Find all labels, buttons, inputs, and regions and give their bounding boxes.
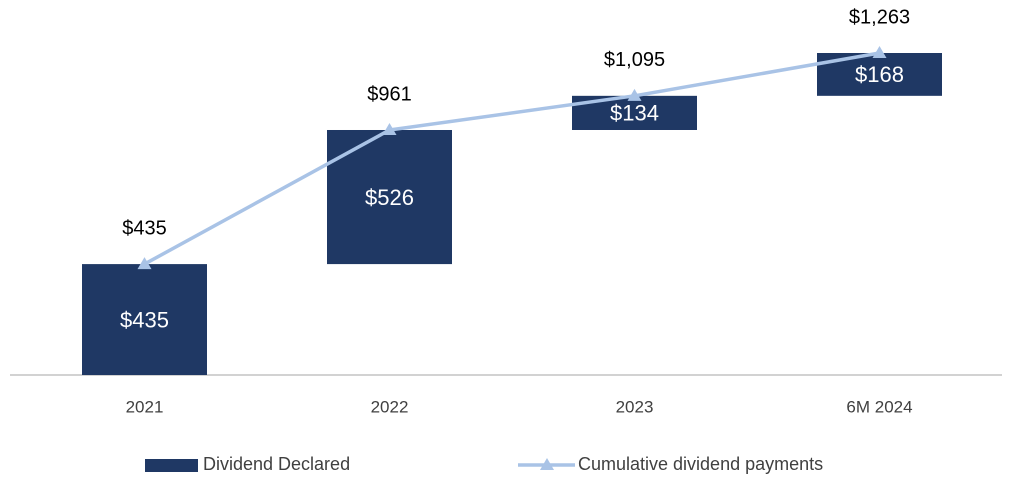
legend-swatch [145, 459, 198, 472]
bar-value-label: $435 [120, 307, 169, 332]
bar-value-label: $526 [365, 185, 414, 210]
bar [82, 264, 207, 375]
line-marker [872, 46, 887, 58]
line-marker [382, 122, 397, 135]
line-value-label: $961 [367, 83, 412, 105]
legend-label: Cumulative dividend payments [578, 454, 823, 474]
x-tick-label: 2021 [126, 397, 164, 416]
x-tick-label: 6M 2024 [846, 397, 912, 416]
line-marker [137, 257, 152, 270]
legend-label: Dividend Declared [203, 454, 350, 474]
line-value-label: $1,095 [604, 49, 665, 71]
cumulative-line [143, 51, 880, 266]
x-tick-label: 2023 [616, 397, 654, 416]
line-marker [627, 88, 642, 101]
legend-marker [540, 458, 554, 470]
x-tick-label: 2022 [371, 397, 409, 416]
line-value-label: $435 [122, 217, 167, 239]
line-value-label: $1,263 [849, 6, 910, 28]
bar-value-label: $168 [855, 62, 904, 87]
bar-value-label: $134 [610, 101, 659, 126]
